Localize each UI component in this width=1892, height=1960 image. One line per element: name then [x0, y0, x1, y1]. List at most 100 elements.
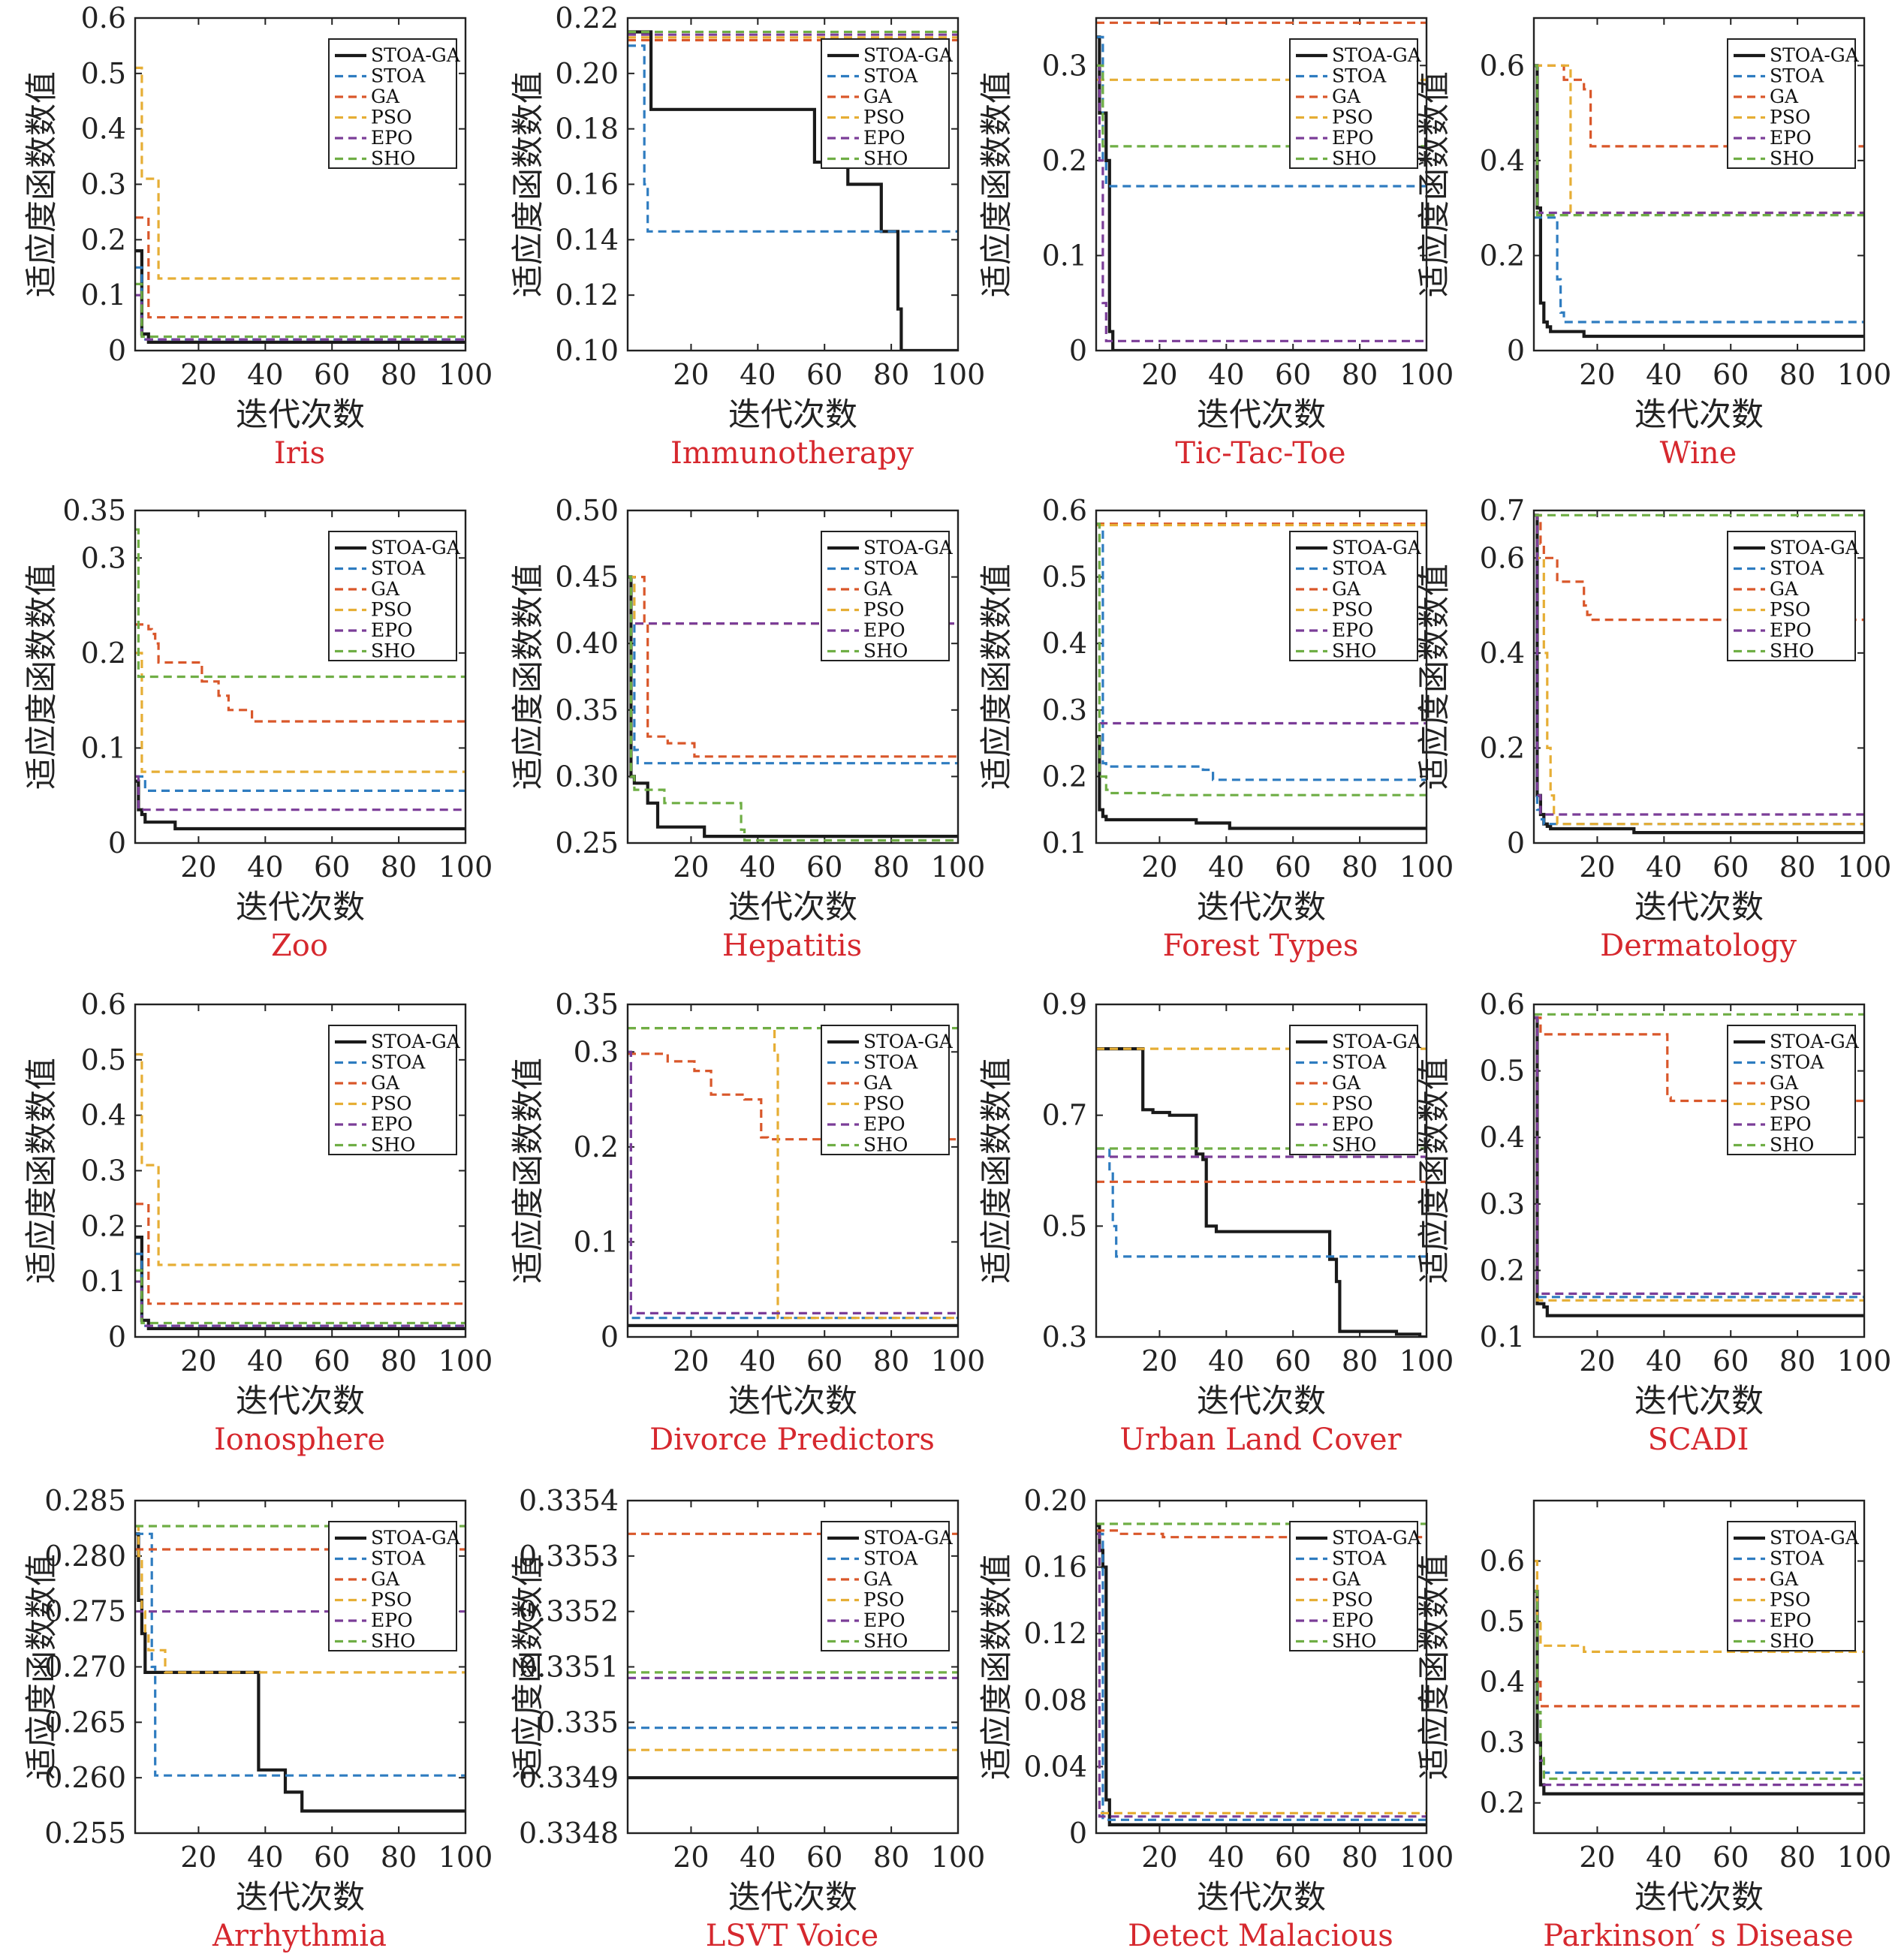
legend-label-stoa-ga: STOA-GA — [863, 44, 954, 66]
legend-label-stoa: STOA — [371, 65, 426, 87]
chart-caption: SCADI — [1648, 1423, 1749, 1457]
y-tick-label: 0.7 — [1480, 494, 1525, 527]
x-tick-label: 60 — [314, 1344, 350, 1377]
y-tick-label: 0 — [1507, 334, 1525, 367]
x-tick-label: 60 — [1275, 1841, 1311, 1874]
legend-label-ga: GA — [1332, 578, 1361, 600]
y-tick-label: 0.3351 — [519, 1651, 619, 1684]
x-tick-label: 100 — [438, 1841, 493, 1874]
series-group — [1534, 64, 1864, 339]
series-group — [1096, 21, 1427, 351]
axes-box — [1095, 509, 1428, 845]
y-tick-label: 0 — [108, 1320, 126, 1353]
legend-label-ga: GA — [1770, 578, 1799, 600]
series-line-sho — [135, 1269, 465, 1325]
x-tick-label: 80 — [1779, 358, 1815, 391]
y-tick-label: 0.4 — [81, 113, 126, 146]
chart-panel: 20 40 60 80 100 0 0.1 0.2 0.3 0.35 STOA-GASTOAGAPS… — [23, 494, 493, 963]
x-tick-label: 20 — [180, 358, 216, 391]
axes-box — [1532, 1499, 1866, 1835]
y-tick-label: 0.16 — [555, 168, 619, 201]
x-tick-label: 40 — [247, 851, 283, 884]
x-axis-label: 迭代次数 — [1197, 396, 1326, 434]
y-tick-label: 0.2 — [81, 1209, 126, 1242]
x-tick-label: 40 — [247, 358, 283, 391]
legend-label-ga: GA — [1770, 1568, 1799, 1590]
x-tick-label: 60 — [1275, 1344, 1311, 1377]
chart-panel: 20 40 60 80 100 0.25 0.30 0.35 0.40 0.45 0.50 STOA-… — [510, 494, 985, 963]
y-tick-label: 0.3 — [1480, 1726, 1525, 1759]
axes-box — [134, 17, 467, 352]
series-line-stoa — [1096, 1147, 1427, 1258]
series-line-pso — [135, 66, 465, 280]
y-tick-label: 0.04 — [1023, 1750, 1087, 1783]
y-tick-label: 0.4 — [1480, 1666, 1525, 1699]
y-axis-label: 适应度函数数值 — [978, 1554, 1016, 1780]
series-group — [1534, 1559, 1864, 1796]
x-axis-label: 迭代次数 — [1197, 889, 1326, 926]
legend-label-stoa-ga: STOA-GA — [1770, 537, 1860, 558]
legend-label-epo: EPO — [863, 1113, 905, 1135]
series-line-stoa — [1534, 513, 1864, 826]
y-axis-label: 适应度函数数值 — [23, 71, 61, 297]
legend-label-pso: PSO — [1332, 599, 1372, 621]
legend-label-stoa: STOA — [371, 1052, 426, 1073]
x-tick-label: 100 — [1399, 1841, 1454, 1874]
series-group — [628, 575, 958, 842]
y-tick-label: 0.2 — [1042, 144, 1087, 177]
x-tick-label: 60 — [314, 851, 350, 884]
x-tick-label: 40 — [1646, 1841, 1682, 1874]
chart-panel: 20 40 60 80 100 0.10 0.12 0.14 0.16 0.18 0.20 0.22 S… — [510, 2, 985, 471]
y-axis-label: 适应度函数数值 — [1416, 1554, 1454, 1780]
x-axis-label: 迭代次数 — [728, 396, 857, 434]
y-tick-label: 0.3353 — [519, 1540, 619, 1573]
y-tick-label: 0.1 — [81, 278, 126, 312]
chart-panel: 20 40 60 80 100 0.1 0.2 0.3 0.4 0.5 0.6 STOA-GASTOA… — [1416, 988, 1891, 1457]
x-tick-label: 80 — [381, 1344, 417, 1377]
x-tick-label: 40 — [740, 1344, 776, 1377]
chart-caption: Wine — [1660, 436, 1737, 471]
series-line-sho — [628, 576, 958, 842]
y-tick-label: 0.5 — [1480, 1055, 1525, 1088]
chart-panel: 20 40 60 80 100 0 0.1 0.2 0.3 0.4 0.5 0.6 STOA-GASTO… — [23, 2, 493, 471]
legend-label-sho: SHO — [1332, 148, 1376, 170]
legend-box — [1727, 1521, 1856, 1651]
legend-label-stoa-ga: STOA-GA — [371, 537, 461, 558]
legend-label-sho: SHO — [1332, 1134, 1376, 1156]
chart-panel: 20 40 60 80 100 0.255 0.260 0.265 0.270 0.275 0.28… — [23, 1484, 493, 1953]
series-line-epo — [1096, 64, 1427, 342]
legend-label-epo: EPO — [371, 1609, 413, 1631]
legend-label-stoa-ga: STOA-GA — [863, 537, 954, 558]
series-line-stoa — [135, 775, 465, 792]
x-tick-label: 100 — [438, 1344, 493, 1377]
x-axis-label: 迭代次数 — [236, 889, 365, 926]
y-tick-label: 0.25 — [555, 826, 619, 860]
series-group — [1096, 1522, 1427, 1826]
x-axis-label: 迭代次数 — [236, 396, 365, 434]
x-tick-label: 60 — [806, 1841, 842, 1874]
chart-caption: Hepatitis — [722, 929, 862, 963]
series-line-ga — [135, 1203, 465, 1305]
y-tick-label: 0.4 — [1480, 637, 1525, 670]
legend-box — [1289, 1025, 1418, 1155]
legend-label-pso: PSO — [1770, 107, 1810, 128]
y-tick-label: 0.275 — [44, 1595, 126, 1628]
x-tick-label: 40 — [247, 1344, 283, 1377]
y-tick-label: 0.255 — [44, 1817, 126, 1850]
y-tick-label: 0.14 — [555, 223, 619, 256]
y-tick-label: 0.6 — [1042, 494, 1087, 527]
y-tick-label: 0.5 — [1042, 1209, 1087, 1242]
x-axis-label: 迭代次数 — [728, 1383, 857, 1420]
y-tick-label: 0.6 — [1480, 49, 1525, 82]
axes-box — [1532, 17, 1866, 352]
legend-label-stoa: STOA — [863, 1548, 918, 1570]
x-tick-label: 20 — [1579, 358, 1615, 391]
axes-box — [1095, 17, 1428, 352]
series-line-ga — [135, 623, 465, 723]
